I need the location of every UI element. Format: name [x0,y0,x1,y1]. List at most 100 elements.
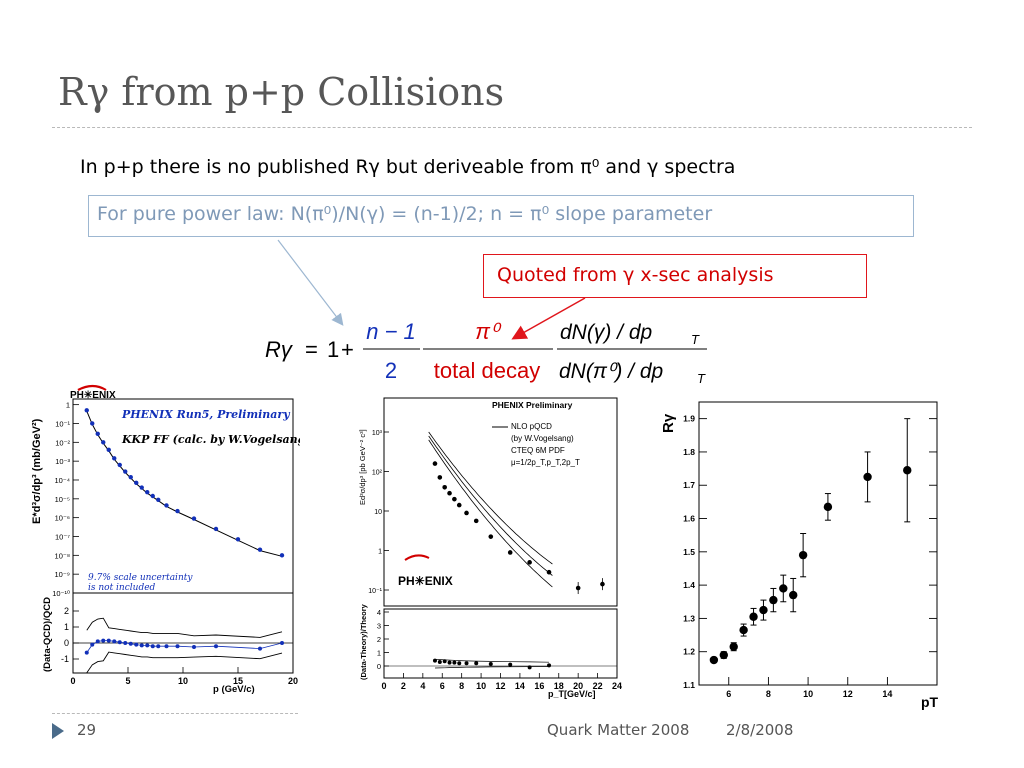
chart1-annotation-0: 9.7% scale uncertainty [88,573,193,583]
chart1-ratio-point [192,645,196,649]
chart2-ylabel-top: Ed³σ/dp³ [pb GeV⁻² c³] [358,429,367,505]
frac3-den-subscript: T [697,371,706,386]
chart1-ratio-ytick-label: 1 [64,622,69,632]
chart2-ratio-ytick-label: 4 [377,608,381,617]
chart2-xtick-label: 14 [515,681,525,691]
chart1-xtick-label: 15 [233,676,243,686]
chart1-ratio-point [156,644,161,649]
chart2-ratio-point [547,663,552,668]
chart3-xtick-label: 12 [843,689,853,699]
chart3-data-point [769,595,778,605]
power-law-note: For pure power law: N(π⁰)/N(γ) = (n-1)/2… [88,195,914,237]
chart1-data-point [112,456,117,461]
chart3-xtick-label: 6 [726,689,731,699]
chart-gamma-spectrum: Ed³σ/dp³ [pb GeV⁻² c³] (Data-Theory)/The… [355,395,630,700]
chart2-legend-title: PHENIX Preliminary [492,400,573,410]
chart1-annotation-1: is not included [88,583,156,593]
chart2-ratio-point [474,661,479,666]
chart2-data-point [447,490,452,496]
chart1-ytick-label: 10⁻⁵ [55,495,70,504]
chart1-data-point [235,537,241,542]
chart1-data-point [257,547,263,552]
chart3-xtick-label: 8 [766,689,771,699]
chart3-data-point [863,472,872,482]
chart2-xtick-label: 6 [440,681,445,691]
chart2-xtick-label: 18 [554,681,564,691]
chart1-data-point [90,421,95,426]
chart2-data-point [600,581,605,587]
chart2-ratio-point [527,665,532,670]
chart1-ytick-label: 10⁻¹ [55,419,70,428]
chart2-ratio-point [442,659,447,664]
chart2-xtick-label: 24 [612,681,622,691]
chart2-ylabel-bottom: (Data-Theory)/Theory [359,603,368,680]
chart3-xtick-label: 10 [803,689,813,699]
chart2-data-point [527,560,532,565]
chart2-nlo-curve [428,431,553,565]
chart2-xtick-label: 8 [459,681,464,691]
chart2-data-point [437,475,443,480]
chart2-ratio-ytick-label: 0 [377,662,381,671]
chart2-data-point [452,496,457,502]
chart2-ratio-point [464,661,469,666]
slide-title: Rγ from p+p Collisions [58,70,505,114]
chart1-data-point [134,480,139,486]
chart1-ratio-band-lower [86,651,283,674]
rgamma-formula: Rγ = 1 + n − 1 2 π⁰ total decay dN(γ) / … [265,319,707,386]
chart1-ratio-point [95,639,100,644]
chart2-data-point [464,510,469,516]
title-divider [52,127,972,128]
chart1-data-point [156,497,161,502]
chart3-data-point [789,590,798,600]
chart3-ytick-label: 1.6 [683,514,695,524]
chart1-ratio-point [214,644,218,649]
chart1-ratio-point [139,643,144,648]
chart2-ratio-point [432,658,437,663]
chart1-ytick-label: 1 [66,401,70,410]
chart2-data-point [546,569,552,575]
chart2-legend-2: CTEQ 6M PDF [511,446,565,455]
chart2-nlo-curve [428,439,553,588]
chart1-xtick-label: 0 [70,676,75,686]
chart2-ratio-ytick-label: 1 [377,649,381,658]
chart1-ratio-point [258,646,262,651]
chart2-nlo-curve [428,435,553,576]
quote-note: Quoted from γ x-sec analysis [483,254,867,298]
chart2-legend-0: NLO pQCD [511,422,552,431]
chart2-ratio-ytick-label: 2 [377,635,381,644]
footer-divider [52,713,298,714]
chart2-ratio-ytick-label: 3 [377,622,381,631]
chart3-ytick-label: 1.9 [683,414,695,424]
chart1-ratio-point [150,644,155,649]
chart1-data-point [106,447,111,453]
chart1-xtick-label: 20 [288,676,298,686]
chart1-ratio-point [84,650,89,655]
chart1-data-point [145,490,150,495]
chart1-ratio-point [123,641,128,645]
chart2-ratio-point [452,660,457,665]
chart1-data-point [101,440,106,445]
chart2-xtick-label: 16 [534,681,544,691]
chart1-legend-1: KKP FF (calc. by W.Vogelsang) [121,433,300,446]
chart2-ytick-label: 10² [372,470,383,477]
chart1-data-point [95,431,100,437]
frac1-numerator: n − 1 [366,319,416,344]
chart2-xtick-label: 2 [401,681,406,691]
chart1-ratio-point [128,641,133,646]
chart2-ytick-label: 1 [378,549,382,556]
chart3-ytick-label: 1.5 [683,547,695,557]
chart1-ytick-label: 10⁻² [55,438,70,447]
formula-lhs: Rγ [265,337,294,362]
footer-date: 2/8/2008 [726,721,794,739]
chart1-ratio-ytick-label: -1 [61,654,69,664]
chart1-data-point [123,469,128,474]
chart1-ytick-label: 10⁻⁶ [55,514,70,523]
chart1-data-point [150,493,155,499]
chart1-ratio-point [145,643,150,648]
chart2-ytick-label: 10 [374,509,382,516]
bullet-text: In p+p there is no published Rγ but deri… [80,156,736,178]
frac3-denominator: dN(π⁰) / dp [559,360,663,383]
chart3-data-point [739,625,748,635]
chart3-xlabel: pT [921,694,939,710]
chart2-legend-1: (by W.Vogelsang) [511,434,574,443]
